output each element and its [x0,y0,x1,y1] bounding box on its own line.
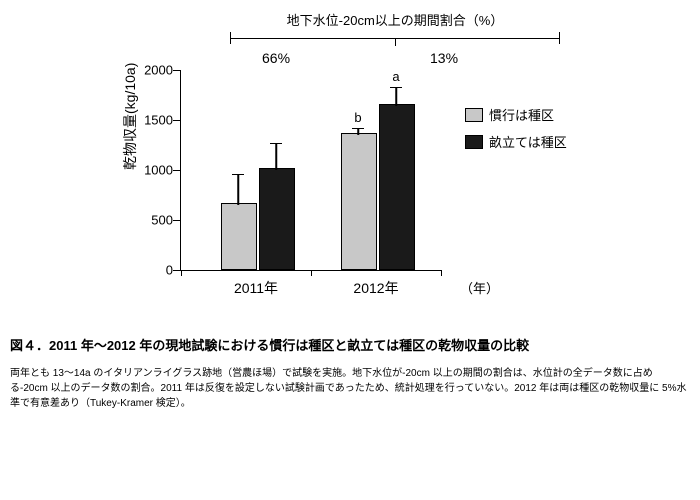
legend: 慣行は種区畝立ては種区 [465,105,567,159]
significance-letter: a [392,69,399,84]
error-bar [395,88,397,106]
figure-caption: 図４．2011 年～2012 年の現地試験における慣行は種区と畝立ては種区の乾物… [10,335,690,354]
pct-label: 13% [430,50,458,66]
x-tick [181,270,182,276]
x-tick [311,270,312,276]
y-tick [173,220,181,221]
error-cap [352,128,364,130]
bar [221,203,257,270]
bracket [230,32,560,46]
y-tick-label: 1000 [144,163,173,178]
x-category-label: 2011年 [234,278,278,298]
legend-label: 慣行は種区 [489,105,554,124]
legend-item: 慣行は種区 [465,105,567,124]
figure-container: 地下水位-20cm以上の期間割合（%） 66%13% 乾物収量(kg/10a) … [10,10,690,411]
bar [379,104,415,270]
error-bar [275,144,277,170]
x-axis-title: （年） [460,278,499,297]
legend-swatch [465,108,483,122]
y-tick [173,70,181,71]
error-cap [270,143,282,145]
plot-area: 0500100015002000ba2011年2012年 [180,70,441,271]
y-tick-label: 2000 [144,63,173,78]
legend-item: 畝立ては種区 [465,132,567,151]
y-axis-title: 乾物収量(kg/10a) [120,63,140,170]
pct-label: 66% [262,50,290,66]
y-tick-label: 500 [151,213,173,228]
error-cap [390,87,402,89]
y-tick [173,270,181,271]
legend-label: 畝立ては種区 [489,132,567,151]
bar [259,168,295,270]
bar [341,133,377,270]
x-category-label: 2012年 [353,278,398,298]
error-cap [232,174,244,176]
y-tick-label: 1500 [144,113,173,128]
y-tick [173,120,181,121]
top-annotation: 地下水位-20cm以上の期間割合（%） [230,10,560,29]
x-tick [441,270,442,276]
error-bar [237,175,239,205]
error-bar [357,129,359,135]
figure-note: 両年とも 13～14a のイタリアンライグラス跡地（営農ほ場）で試験を実施。地下… [10,366,690,411]
significance-letter: b [354,110,361,125]
legend-swatch [465,135,483,149]
y-tick-label: 0 [166,263,173,278]
y-tick [173,170,181,171]
chart-area: 地下水位-20cm以上の期間割合（%） 66%13% 乾物収量(kg/10a) … [100,10,600,320]
